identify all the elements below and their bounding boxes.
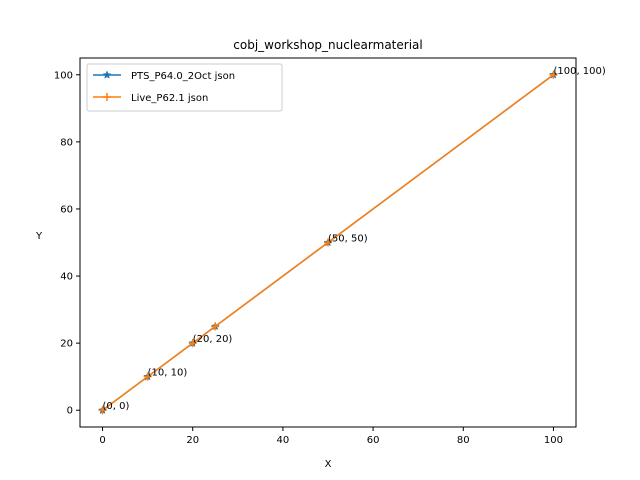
plot-frame [79, 57, 577, 428]
x-tick-label: 100 [544, 435, 563, 446]
chart-title: cobj_workshop_nuclearmaterial [233, 38, 422, 52]
point-annotation: (0, 0) [103, 401, 130, 412]
legend-marker [103, 93, 111, 101]
point-annotation: (100, 100) [553, 66, 605, 77]
y-tick-label: 40 [60, 272, 73, 283]
legend-label: PTS_P64.0_2Oct json [131, 71, 235, 82]
y-tick-label: 60 [60, 204, 73, 215]
y-tick-label: 100 [54, 70, 73, 81]
legend-label: Live_P62.1 json [131, 93, 208, 104]
data-point [324, 238, 332, 247]
x-tick-label: 60 [367, 435, 380, 446]
y-tick-label: 80 [60, 137, 73, 148]
x-tick-label: 40 [277, 435, 290, 446]
legend-marker [102, 70, 112, 79]
data-point [143, 372, 152, 381]
y-axis-label: Y [35, 231, 43, 242]
x-tick-label: 80 [457, 435, 470, 446]
x-tick-label: 20 [186, 435, 199, 446]
x-axis-label: X [325, 459, 332, 470]
series-line-1 [102, 74, 554, 411]
data-point [211, 322, 220, 331]
data-point [549, 70, 558, 79]
legend-box [86, 63, 283, 112]
plot-area: 0 20 40 60 80 100 0 20 40 60 80 100 (0, 0) (10, 10) (2… [54, 66, 606, 446]
y-tick-label: 20 [60, 339, 73, 350]
data-point [98, 406, 107, 415]
y-tick-label: 0 [67, 406, 73, 417]
point-annotation: (10, 10) [148, 368, 188, 379]
point-annotation: (20, 20) [193, 334, 233, 345]
legend: PTS_P64.0_2Oct json Live_P62.1 json [86, 63, 283, 112]
x-tick-label: 0 [99, 435, 105, 446]
data-point [188, 339, 197, 348]
point-annotation: (50, 50) [328, 234, 368, 245]
